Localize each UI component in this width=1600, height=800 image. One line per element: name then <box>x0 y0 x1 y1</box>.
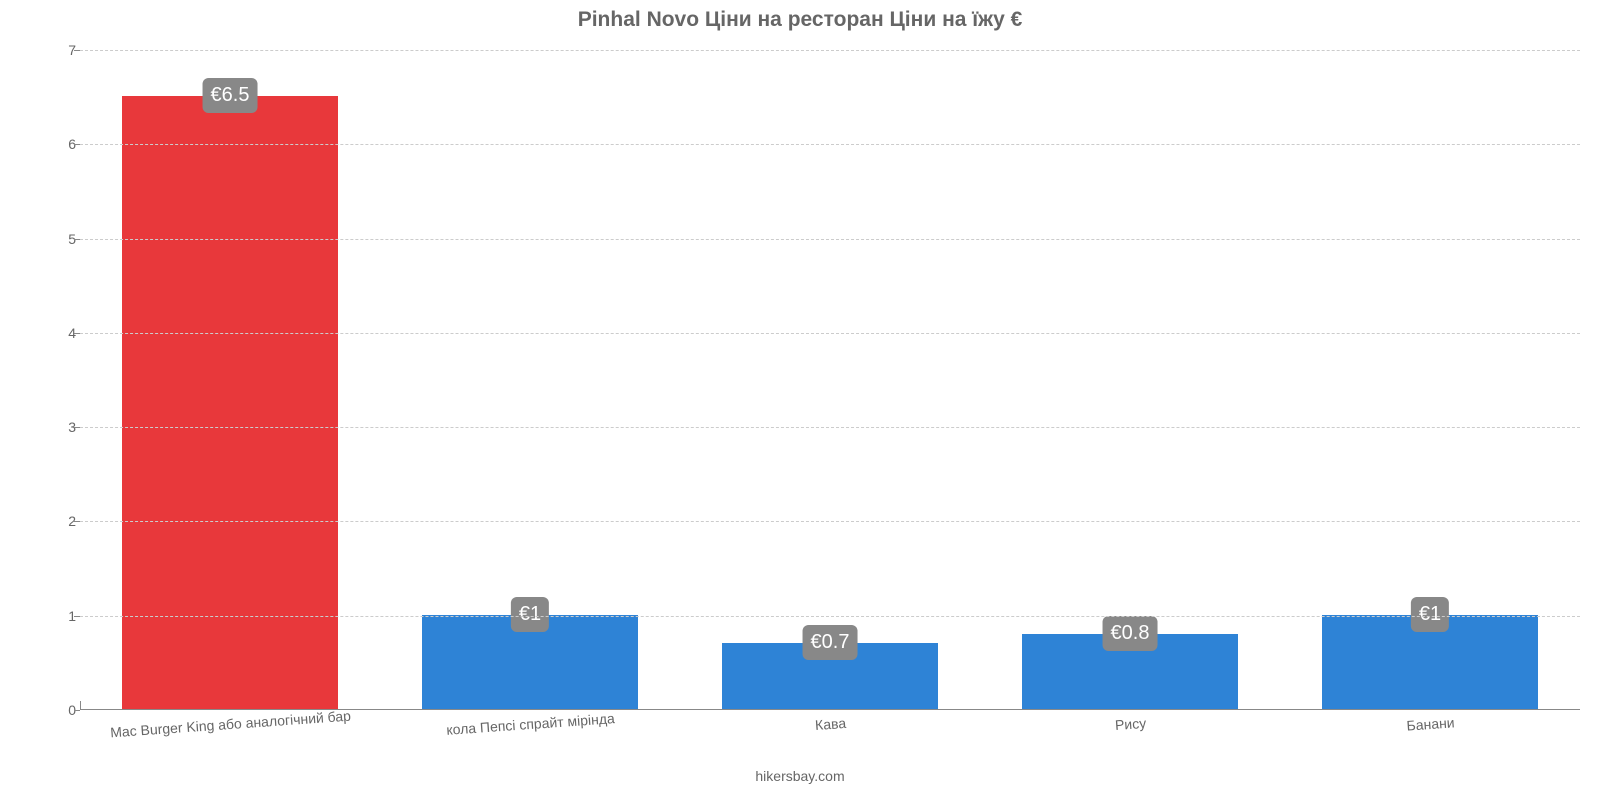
gridline <box>80 616 1580 617</box>
y-tick-label: 5 <box>56 231 76 247</box>
y-tick-mark <box>74 144 80 145</box>
y-tick-label: 0 <box>56 702 76 718</box>
y-tick-mark <box>74 427 80 428</box>
bar-value-label: €0.8 <box>1103 616 1158 651</box>
y-tick-label: 1 <box>56 608 76 624</box>
gridline <box>80 239 1580 240</box>
bar-slot: €0.8 <box>980 50 1280 709</box>
y-tick-mark <box>74 616 80 617</box>
x-tick-label: Банани <box>1280 706 1580 743</box>
gridline <box>80 427 1580 428</box>
gridline <box>80 144 1580 145</box>
y-tick-label: 2 <box>56 513 76 529</box>
bar-value-label: €1 <box>511 597 549 632</box>
y-tick-mark <box>74 239 80 240</box>
gridline <box>80 333 1580 334</box>
bars-group: €6.5 €1 €0.7 €0.8 €1 <box>80 50 1580 709</box>
chart-title: Pinhal Novo Ціни на ресторан Ціни на їжу… <box>0 8 1600 32</box>
bar: €0.7 <box>722 643 938 709</box>
chart-container: Pinhal Novo Ціни на ресторан Ціни на їжу… <box>0 0 1600 800</box>
bar: €0.8 <box>1022 634 1238 709</box>
bar-slot: €1 <box>1280 50 1580 709</box>
bar: €1 <box>1322 615 1538 709</box>
y-tick-label: 4 <box>56 325 76 341</box>
gridline <box>80 521 1580 522</box>
y-tick-mark <box>74 710 80 711</box>
x-tick-label: Кава <box>680 706 980 743</box>
x-tick-label: Mac Burger King або аналогічний бар <box>80 706 380 743</box>
plot-area: €6.5€1€0.7€0.8€1 01234567 <box>80 50 1580 710</box>
gridline <box>80 50 1580 51</box>
y-tick-mark <box>74 50 80 51</box>
y-tick-label: 6 <box>56 136 76 152</box>
y-tick-mark <box>74 333 80 334</box>
chart-footer: hikersbay.com <box>0 768 1600 784</box>
bar-value-label: €0.7 <box>803 625 858 660</box>
bar: €1 <box>422 615 638 709</box>
bar-value-label: €1 <box>1411 597 1449 632</box>
y-tick-label: 3 <box>56 419 76 435</box>
x-axis-labels: Mac Burger King або аналогічний баркола … <box>80 716 1580 732</box>
y-tick-mark <box>74 521 80 522</box>
bar-slot: €6.5 <box>80 50 380 709</box>
bar-slot: €0.7 <box>680 50 980 709</box>
bar-slot: €1 <box>380 50 680 709</box>
x-tick-label: Рису <box>980 706 1280 743</box>
y-tick-label: 7 <box>56 42 76 58</box>
x-tick-label: кола Пепсі спрайт мірінда <box>380 706 680 743</box>
bar: €6.5 <box>122 96 338 709</box>
bar-value-label: €6.5 <box>203 78 258 113</box>
